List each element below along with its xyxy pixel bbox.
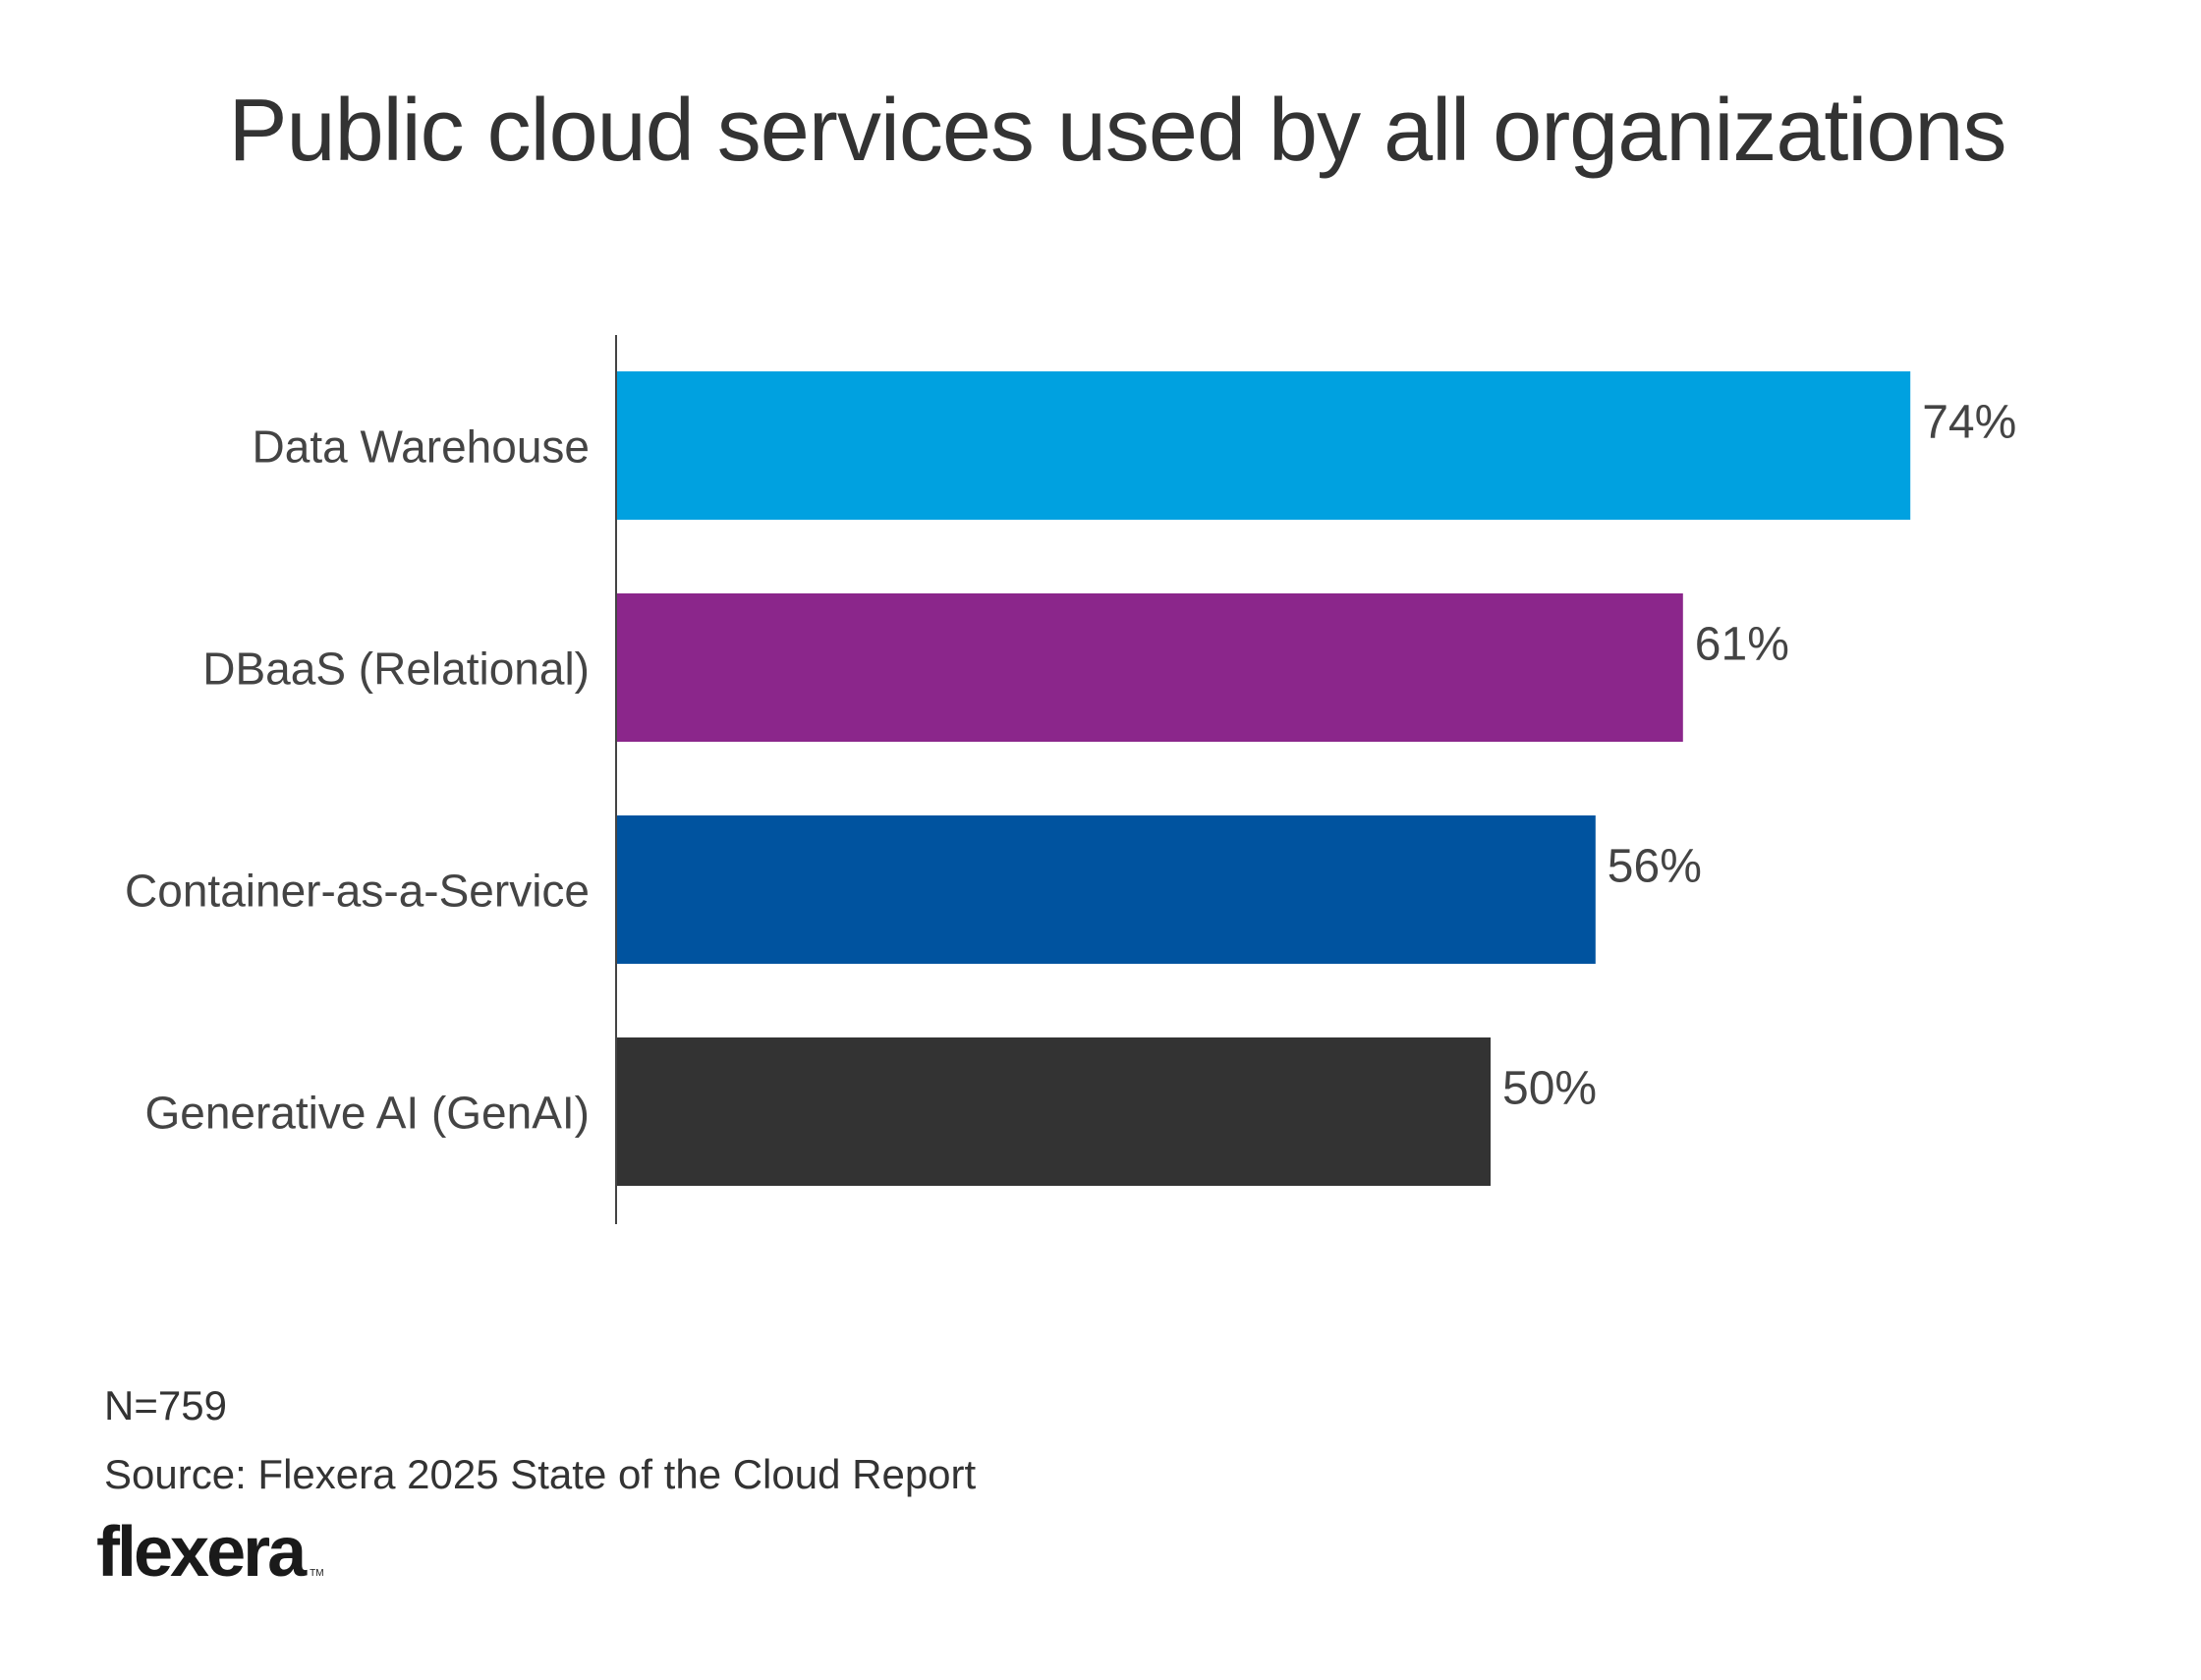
bar-chart: Data Warehouse 74% DBaaS (Relational) 61% Co… (125, 335, 2016, 1224)
chart-title: Public cloud services used by all organi… (228, 82, 2007, 180)
value-label: 74% (1922, 397, 2016, 449)
bar-4 (616, 1037, 1491, 1186)
value-label: 56% (1608, 841, 1702, 893)
flexera-logo: flexera TM (96, 1513, 324, 1613)
sample-size-note: N=759 (104, 1382, 227, 1428)
bars-layer: Data Warehouse 74% DBaaS (Relational) 61% Co… (125, 371, 2016, 1186)
trademark-mark: TM (310, 1568, 324, 1579)
value-label: 61% (1695, 619, 1789, 671)
bar-1 (616, 371, 1911, 520)
category-label: Data Warehouse (253, 421, 590, 473)
logo-text: flexera (96, 1513, 307, 1592)
category-label: Generative AI (GenAI) (144, 1088, 590, 1139)
bar-2 (616, 593, 1683, 742)
category-label: Container-as-a-Service (125, 866, 590, 917)
value-label: 50% (1502, 1063, 1597, 1115)
bar-3 (616, 815, 1596, 964)
source-note: Source: Flexera 2025 State of the Cloud … (104, 1451, 977, 1497)
category-label: DBaaS (Relational) (202, 644, 590, 695)
